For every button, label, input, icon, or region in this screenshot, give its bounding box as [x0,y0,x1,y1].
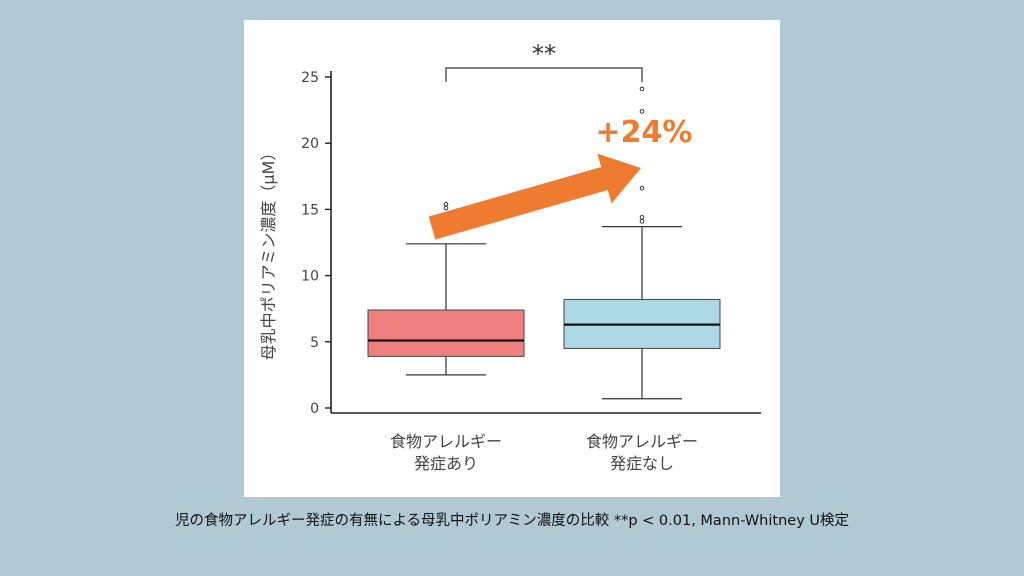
outlier-point [639,219,645,224]
outlier-point [639,109,645,114]
y-ticks: 0 5 10 15 20 25 [301,70,331,417]
box-plot: 0 5 10 15 20 25 食物アレルギー発症あり 食物アレルギー発症なし 母乳中ポリア… [259,40,761,473]
outlier-point [443,201,449,207]
category-labels: 食物アレルギー発症あり 食物アレルギー発症なし [390,432,698,473]
outlier-point [443,205,449,211]
category-label: 食物アレルギー発症なし [586,432,698,473]
significance-stars: ** [532,40,556,68]
boxes [367,86,721,400]
iqr-box [367,309,525,357]
outlier-point [639,86,645,92]
y-tick-label: 15 [301,202,319,218]
box-group [563,86,721,400]
box-group [367,201,525,376]
increase-arrow [428,153,641,240]
category-label: 食物アレルギー発症あり [390,432,502,473]
y-tick-label: 20 [301,136,319,152]
y-tick-label: 0 [310,401,319,417]
y-tick-label: 25 [301,70,319,86]
y-tick-label: 5 [310,335,319,351]
significance-bracket [445,67,643,82]
figure-caption: 児の食物アレルギー発症の有無による母乳中ポリアミン濃度の比較 **p < 0.0… [174,513,850,529]
y-axis-label: 母乳中ポリアミン濃度（μM） [259,145,278,361]
y-tick-label: 10 [301,269,319,285]
chart-panel: 0 5 10 15 20 25 食物アレルギー発症あり 食物アレルギー発症なし 母乳中ポリア… [244,20,780,497]
outlier-point [639,185,645,191]
percent-increase-label: +24% [596,115,693,150]
outlier-point [639,215,645,220]
